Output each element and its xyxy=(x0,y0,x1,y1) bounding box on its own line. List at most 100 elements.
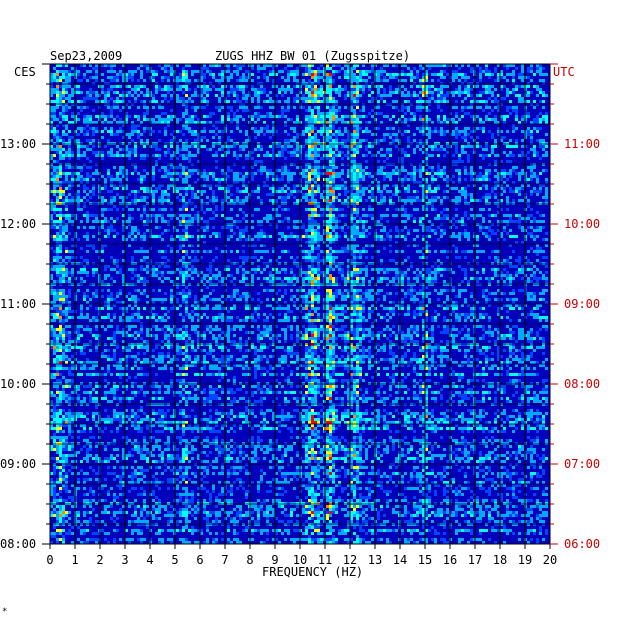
heatmap-cell xyxy=(383,94,386,97)
heatmap-cell xyxy=(56,97,59,100)
heatmap-cell xyxy=(278,238,281,241)
heatmap-cell xyxy=(380,97,383,100)
heatmap-cell xyxy=(284,217,287,220)
heatmap-cell xyxy=(227,148,230,151)
heatmap-cell xyxy=(320,238,323,241)
heatmap-cell xyxy=(476,94,479,97)
heatmap-cell xyxy=(344,97,347,100)
heatmap-cell xyxy=(284,121,287,124)
heatmap-cell xyxy=(125,103,128,106)
heatmap-cell xyxy=(164,220,167,223)
heatmap-cell xyxy=(53,106,56,109)
heatmap-cell xyxy=(293,130,296,133)
heatmap-cell xyxy=(419,82,422,85)
heatmap-cell xyxy=(101,250,104,253)
heatmap-cell xyxy=(527,133,530,136)
heatmap-cell xyxy=(377,88,380,91)
heatmap-cell xyxy=(188,115,191,118)
heatmap-cell xyxy=(425,91,428,94)
heatmap-cell xyxy=(467,235,470,238)
heatmap-cell xyxy=(362,139,365,142)
heatmap-cell xyxy=(434,187,437,190)
heatmap-cell xyxy=(122,202,125,205)
heatmap-cell xyxy=(356,256,359,259)
heatmap-cell xyxy=(425,64,428,67)
heatmap-cell xyxy=(59,247,62,250)
heatmap-cell xyxy=(440,229,443,232)
heatmap-cell xyxy=(131,121,134,124)
heatmap-cell xyxy=(101,130,104,133)
heatmap-cell xyxy=(317,97,320,100)
heatmap-cell xyxy=(542,67,545,70)
heatmap-cell xyxy=(530,235,533,238)
heatmap-cell xyxy=(392,127,395,130)
heatmap-cell xyxy=(308,190,311,193)
heatmap-cell xyxy=(362,169,365,172)
heatmap-cell xyxy=(140,157,143,160)
heatmap-cell xyxy=(203,211,206,214)
heatmap-cell xyxy=(407,118,410,121)
heatmap-cell xyxy=(371,64,374,67)
heatmap-cell xyxy=(401,115,404,118)
heatmap-cell xyxy=(179,214,182,217)
heatmap-cell xyxy=(305,118,308,121)
heatmap-cell xyxy=(410,70,413,73)
heatmap-cell xyxy=(335,130,338,133)
heatmap-cell xyxy=(443,85,446,88)
heatmap-cell xyxy=(419,139,422,142)
heatmap-cell xyxy=(296,184,299,187)
heatmap-cell xyxy=(110,106,113,109)
heatmap-cell xyxy=(92,82,95,85)
heatmap-cell xyxy=(236,178,239,181)
heatmap-cell xyxy=(533,148,536,151)
heatmap-cell xyxy=(335,118,338,121)
heatmap-cell xyxy=(500,172,503,175)
heatmap-cell xyxy=(215,178,218,181)
heatmap-cell xyxy=(179,259,182,262)
heatmap-cell xyxy=(545,133,548,136)
heatmap-cell xyxy=(251,79,254,82)
heatmap-cell xyxy=(347,79,350,82)
heatmap-cell xyxy=(488,163,491,166)
heatmap-cell xyxy=(383,202,386,205)
heatmap-cell xyxy=(356,220,359,223)
heatmap-cell xyxy=(482,148,485,151)
heatmap-cell xyxy=(170,172,173,175)
heatmap-cell xyxy=(302,130,305,133)
heatmap-cell xyxy=(488,193,491,196)
heatmap-cell xyxy=(443,154,446,157)
heatmap-cell xyxy=(368,130,371,133)
heatmap-cell xyxy=(494,163,497,166)
heatmap-cell xyxy=(392,64,395,67)
heatmap-cell xyxy=(467,193,470,196)
heatmap-cell xyxy=(542,226,545,229)
heatmap-cell xyxy=(50,118,53,121)
heatmap-cell xyxy=(317,82,320,85)
heatmap-cell xyxy=(356,145,359,148)
heatmap-cell xyxy=(245,79,248,82)
heatmap-cell xyxy=(503,220,506,223)
heatmap-cell xyxy=(146,88,149,91)
heatmap-cell xyxy=(344,184,347,187)
heatmap-cell xyxy=(59,154,62,157)
heatmap-cell xyxy=(380,223,383,226)
heatmap-cell xyxy=(164,169,167,172)
heatmap-cell xyxy=(53,73,56,76)
heatmap-cell xyxy=(410,76,413,79)
heatmap-cell xyxy=(170,202,173,205)
heatmap-cell xyxy=(296,136,299,139)
heatmap-cell xyxy=(278,91,281,94)
heatmap-cell xyxy=(197,106,200,109)
heatmap-cell xyxy=(326,127,329,130)
heatmap-cell xyxy=(206,223,209,226)
heatmap-cell xyxy=(206,115,209,118)
heatmap-cell xyxy=(302,256,305,259)
heatmap-cell xyxy=(191,154,194,157)
heatmap-cell xyxy=(518,85,521,88)
heatmap-cell xyxy=(161,214,164,217)
heatmap-cell xyxy=(191,190,194,193)
heatmap-cell xyxy=(233,88,236,91)
heatmap-cell xyxy=(296,262,299,265)
heatmap-cell xyxy=(215,133,218,136)
heatmap-cell xyxy=(113,100,116,103)
